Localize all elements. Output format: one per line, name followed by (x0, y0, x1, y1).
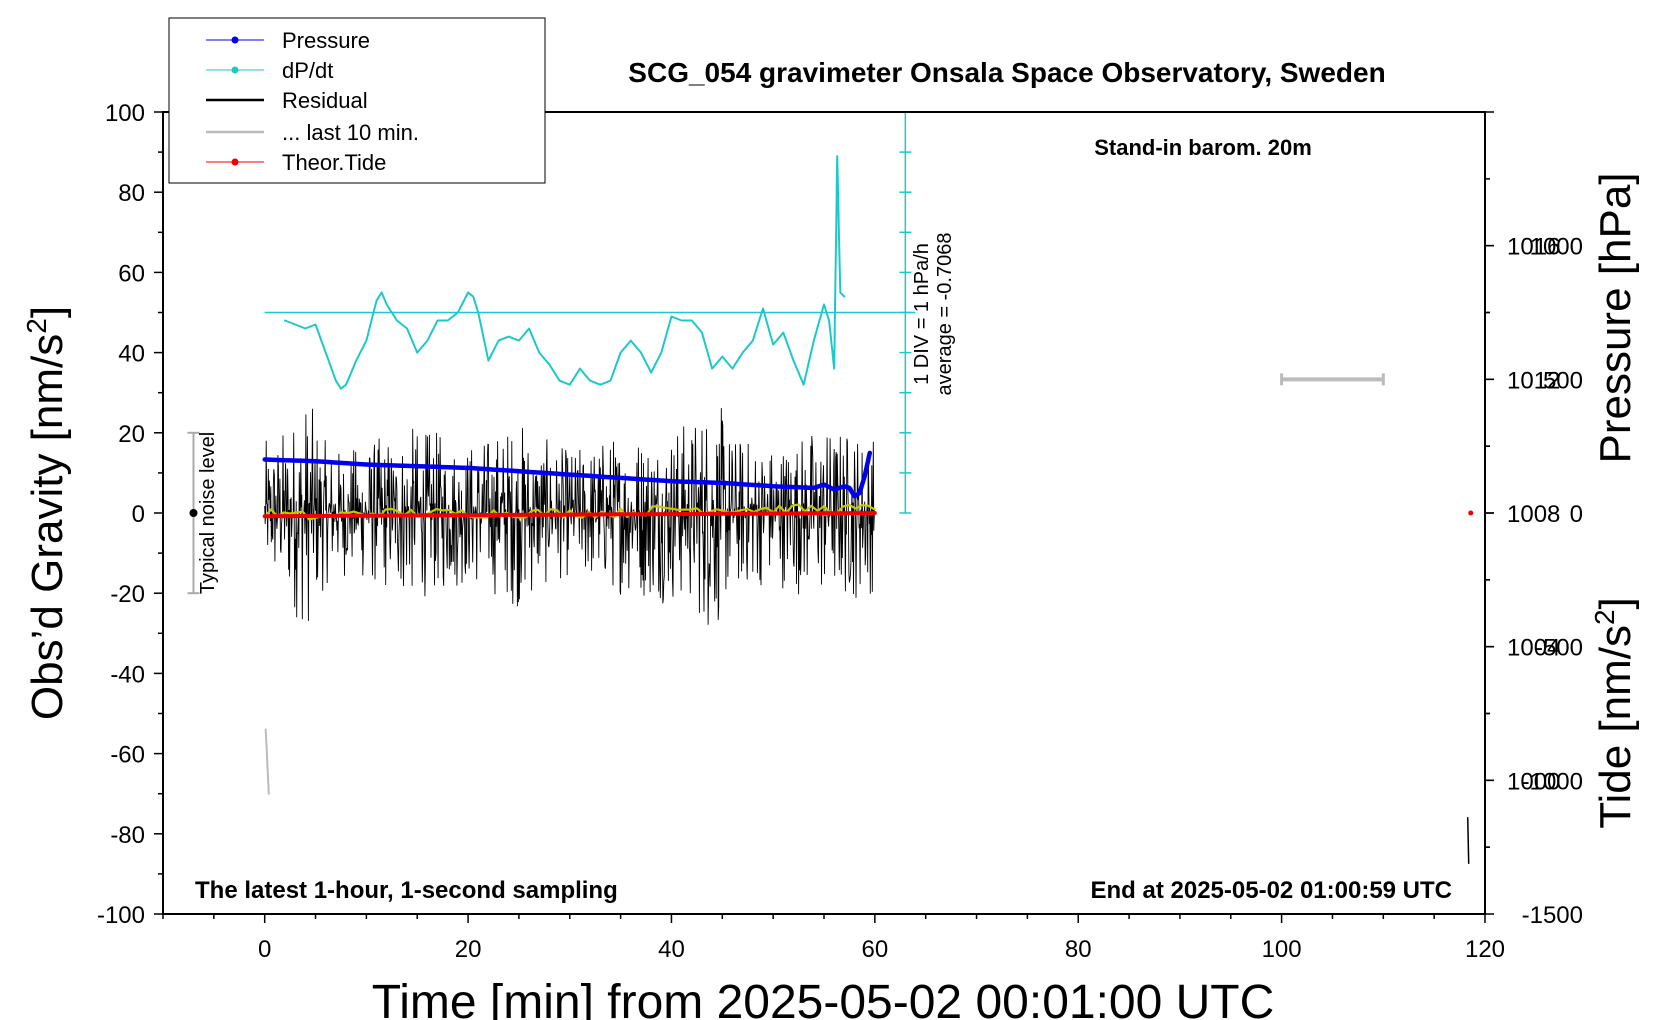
legend-entry-residual: Residual (206, 88, 368, 113)
pressure-tick-label: 1008 (1507, 501, 1560, 528)
legend-entry-theor-tide: Theor.Tide (206, 150, 386, 175)
noise-level-label: Typical noise level (197, 432, 219, 594)
x-tick-label: 120 (1465, 936, 1505, 963)
pressure-tick-label: 1004 (1507, 635, 1560, 662)
x-tick-label: 80 (1065, 936, 1092, 963)
x-tick-label: 100 (1262, 936, 1302, 963)
y-axis-label-tide: Tide [nm/s2] (1589, 597, 1640, 829)
y-tick-label: 60 (118, 260, 145, 287)
y-tick-label: 20 (118, 421, 145, 448)
latest-pressure-marker (1466, 817, 1470, 864)
y-tick-label: -40 (110, 661, 145, 688)
y-axis-label-left: Obs’d Gravity [nm/s2] (21, 306, 72, 720)
scale-label-average: average = -0.7068 (934, 233, 956, 396)
tide-tick-label: 1000 (1530, 234, 1583, 261)
pressure-tick-label: 1016 (1507, 234, 1560, 261)
legend-marker (231, 158, 239, 166)
legend-label: Theor.Tide (282, 150, 386, 175)
x-tick-label: 0 (258, 936, 271, 963)
pressure-tick-label: 1000 (1507, 768, 1560, 795)
y-tick-label: 0 (132, 501, 145, 528)
y-tick-label: -100 (97, 902, 145, 929)
barometer-note: Stand-in barom. 20m (1094, 135, 1312, 160)
legend-label: Pressure (282, 28, 370, 53)
legend-label: ... last 10 min. (282, 120, 419, 145)
y-tick-label: 100 (105, 100, 145, 127)
legend-entry-last-10-min: ... last 10 min. (206, 120, 419, 145)
legend-label: dP/dt (282, 58, 333, 83)
noise-level-center (189, 509, 198, 517)
pressure-tick-label: 1012 (1507, 367, 1560, 394)
tide-tick-label: -1000 (1522, 768, 1583, 795)
y-tick-label: 80 (118, 180, 145, 207)
last-10-min-line (264, 728, 270, 795)
y-tick-label: 40 (118, 341, 145, 368)
chart-title: SCG_054 gravimeter Onsala Space Observat… (628, 57, 1385, 88)
tide-tick-label: -1500 (1522, 902, 1583, 929)
scale-label-div: 1 DIV = 1 hPa/h (911, 243, 933, 385)
legend-entry-dpdt: dP/dt (206, 58, 333, 83)
tide-tick-label: 0 (1570, 501, 1583, 528)
y-axis-label-pressure: Pressure [hPa] (1591, 172, 1640, 463)
x-axis-label: Time [min] from 2025-05-02 00:01:00 UTC (372, 976, 1275, 1020)
x-tick-label: 60 (861, 936, 888, 963)
pressure-line (262, 450, 873, 499)
y-tick-label: -20 (110, 581, 145, 608)
tide-tick-label: -500 (1535, 635, 1583, 662)
legend-entry-pressure: Pressure (206, 28, 370, 53)
bottom-right-note: End at 2025-05-02 01:00:59 UTC (1091, 877, 1453, 904)
latest-tide-marker (1468, 510, 1474, 516)
y-tick-label: -60 (110, 742, 145, 769)
x-tick-label: 40 (658, 936, 685, 963)
bottom-left-note: The latest 1-hour, 1-second sampling (195, 877, 618, 904)
y-tick-label: -80 (110, 822, 145, 849)
plot-frame (162, 111, 1486, 915)
plot-content (187, 111, 1474, 864)
tide-tick-label: 500 (1543, 367, 1583, 394)
x-tick-label: 20 (455, 936, 482, 963)
legend-marker (231, 66, 239, 74)
theor-tide-line (262, 511, 877, 519)
legend: Pressure dP/dt Residual ... last 10 min.… (168, 17, 546, 184)
legend-label: Residual (282, 88, 368, 113)
axes-layer: 0 20 40 60 80 100 120 -100 -80 -60 -40 -20 0 20 40 60 80… (97, 100, 1583, 963)
legend-marker (231, 36, 239, 44)
dpdt-line (284, 155, 846, 390)
